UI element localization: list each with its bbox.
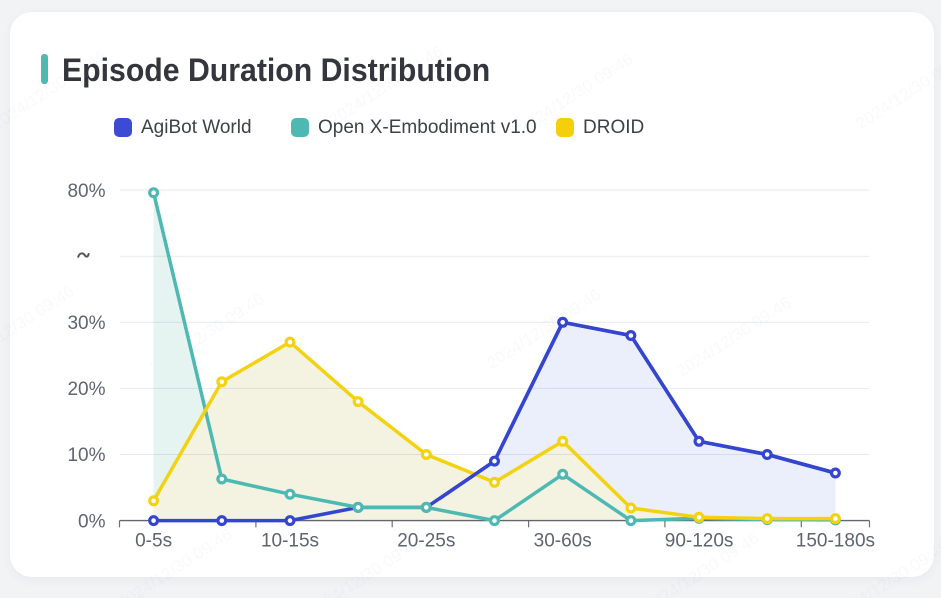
svg-text:20-25s: 20-25s	[397, 531, 455, 552]
svg-text:10%: 10%	[67, 445, 105, 466]
svg-text:90-120s: 90-120s	[665, 531, 734, 552]
svg-text:10-15s: 10-15s	[261, 531, 319, 552]
svg-text:0-5s: 0-5s	[135, 531, 172, 552]
svg-text:0%: 0%	[78, 511, 106, 532]
svg-text:20%: 20%	[67, 379, 105, 400]
svg-text:150-180s: 150-180s	[796, 531, 875, 552]
svg-text:30-60s: 30-60s	[534, 531, 592, 552]
svg-text:30%: 30%	[67, 313, 105, 334]
svg-text:80%: 80%	[67, 181, 105, 202]
